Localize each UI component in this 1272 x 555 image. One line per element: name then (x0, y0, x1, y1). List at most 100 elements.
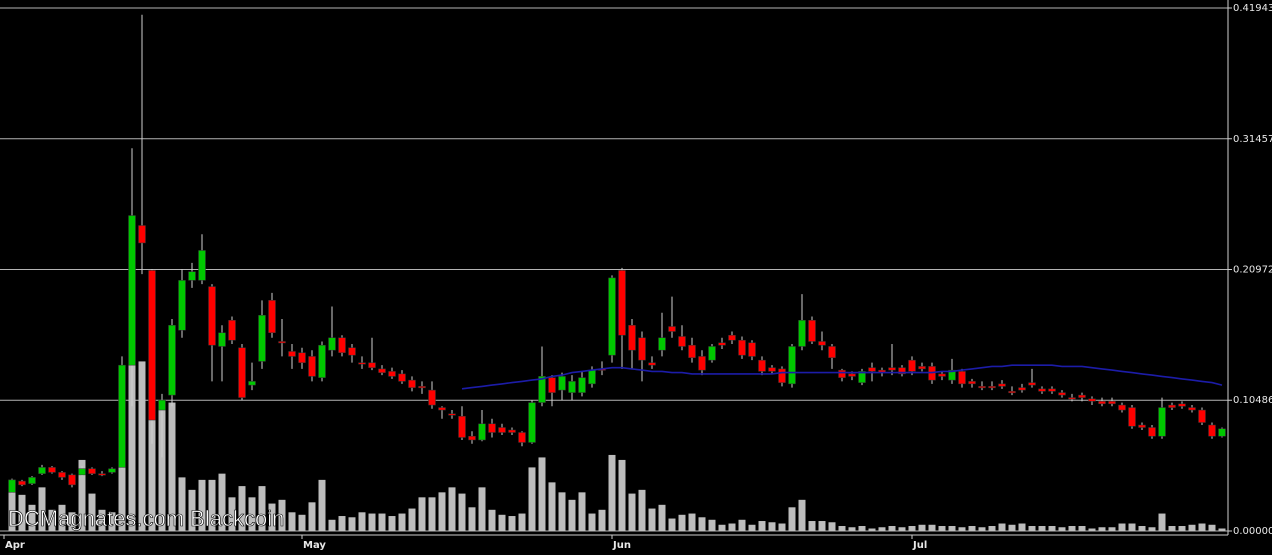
y-tick-label: 0.31457 (1233, 134, 1272, 145)
volume-bar (28, 504, 36, 531)
volume-bar (668, 518, 676, 531)
candle-body (568, 381, 576, 393)
volume-bar (68, 512, 76, 531)
volume-bar (1218, 528, 1226, 531)
candle-body (638, 337, 646, 361)
candle-body (238, 347, 246, 398)
candle-body (508, 429, 516, 433)
volume-bar (898, 527, 906, 531)
volume-bar (58, 504, 66, 531)
volume-bar (1188, 524, 1196, 531)
candle-body (498, 427, 506, 433)
volume-bar (1178, 526, 1186, 531)
candle-body (358, 362, 366, 365)
candle-body (248, 381, 256, 386)
candle-body (478, 423, 486, 441)
moving-average-line (461, 364, 1223, 390)
volume-bar (1208, 524, 1216, 531)
volume-bar (388, 516, 396, 531)
candle-body (698, 356, 706, 371)
candle-body (728, 334, 736, 341)
candle-body (1098, 401, 1106, 405)
candle-body (608, 277, 616, 356)
candle-body (888, 367, 896, 371)
volume-bar (1098, 527, 1106, 531)
volume-bar (38, 487, 46, 531)
candle-body (858, 371, 866, 383)
volume-bar (618, 459, 626, 531)
candle-body (868, 367, 876, 372)
candle-body (148, 270, 156, 421)
volume-bar (588, 513, 596, 531)
volume-bar (758, 521, 766, 531)
candle-body (578, 377, 586, 393)
candle-body (1038, 388, 1046, 392)
candle-body (388, 371, 396, 377)
volume-bar (138, 361, 146, 531)
volume-bar (858, 526, 866, 531)
volume-bar (228, 497, 236, 531)
volume-bar (478, 487, 486, 531)
volume-bar (748, 524, 756, 531)
volume-bar (948, 526, 956, 531)
volume-bar (1078, 526, 1086, 531)
candle-body (228, 320, 236, 341)
volume-bar (258, 486, 266, 531)
volume-bar (48, 509, 56, 531)
volume-bar (1018, 523, 1026, 531)
candle-body (338, 337, 346, 353)
candle-body (1088, 398, 1096, 402)
candle-layer (8, 14, 1226, 494)
candle-body (88, 468, 96, 474)
volume-bar (278, 499, 286, 531)
candle-body (288, 351, 296, 357)
volume-bar (1158, 513, 1166, 531)
candle-body (1008, 391, 1016, 394)
candle-body (818, 341, 826, 346)
candle-body (1138, 424, 1146, 428)
candle-body (468, 435, 476, 441)
volume-bar (698, 517, 706, 531)
volume-bar (428, 497, 436, 531)
volume-bar (808, 521, 816, 531)
candle-body (18, 480, 26, 486)
volume-bar (788, 507, 796, 531)
x-tick-label: Jun (612, 540, 631, 551)
volume-bar (1138, 526, 1146, 531)
candle-body (118, 364, 126, 468)
candle-body (668, 326, 676, 332)
candle-body (838, 369, 846, 378)
candle-body (938, 373, 946, 377)
volume-layer (8, 295, 1226, 531)
volume-bar (358, 512, 366, 531)
candle-body (78, 468, 86, 476)
candle-body (1058, 392, 1066, 396)
volume-bar (1048, 526, 1056, 531)
candle-body (588, 369, 596, 385)
volume-bar (1168, 526, 1176, 531)
candle-body (1118, 404, 1126, 411)
volume-bar (928, 524, 936, 531)
candle-body (1078, 394, 1086, 398)
volume-bar (498, 514, 506, 531)
candle-body (948, 369, 956, 381)
y-tick-label: 0.41943 (1233, 3, 1272, 14)
volume-bar (848, 527, 856, 531)
candle-body (428, 389, 436, 406)
volume-bar (538, 457, 546, 531)
volume-bar (658, 504, 666, 531)
volume-bar (298, 514, 306, 531)
candle-body (978, 386, 986, 389)
candle-body (318, 344, 326, 378)
volume-bar (718, 524, 726, 531)
candle-body (548, 377, 556, 393)
candle-body (988, 386, 996, 389)
candle-body (1168, 404, 1176, 408)
candle-body (908, 359, 916, 372)
candle-body (1178, 403, 1186, 407)
volume-bar (458, 493, 466, 531)
candle-body (1158, 407, 1166, 437)
volume-bar (798, 499, 806, 531)
